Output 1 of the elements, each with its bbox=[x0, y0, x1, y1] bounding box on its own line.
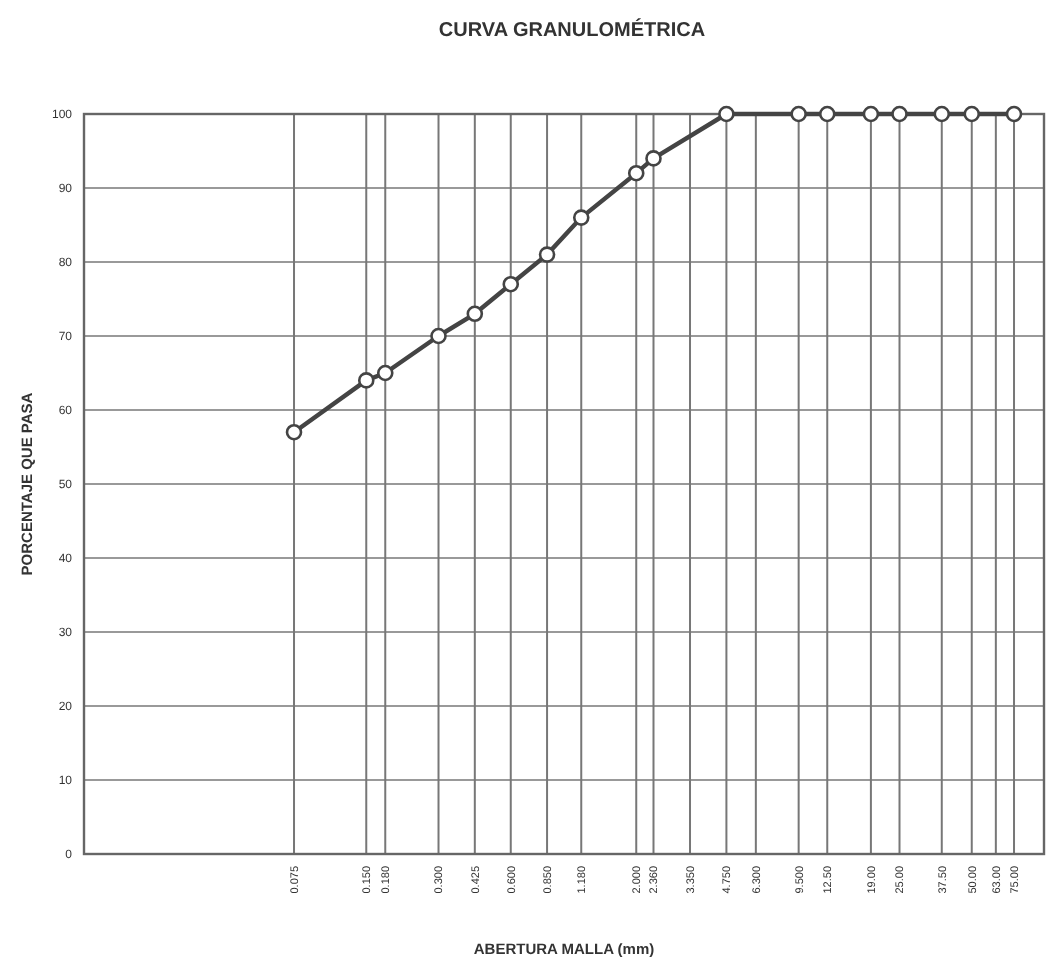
chart-title: CURVA GRANULOMÉTRICA bbox=[438, 18, 706, 42]
